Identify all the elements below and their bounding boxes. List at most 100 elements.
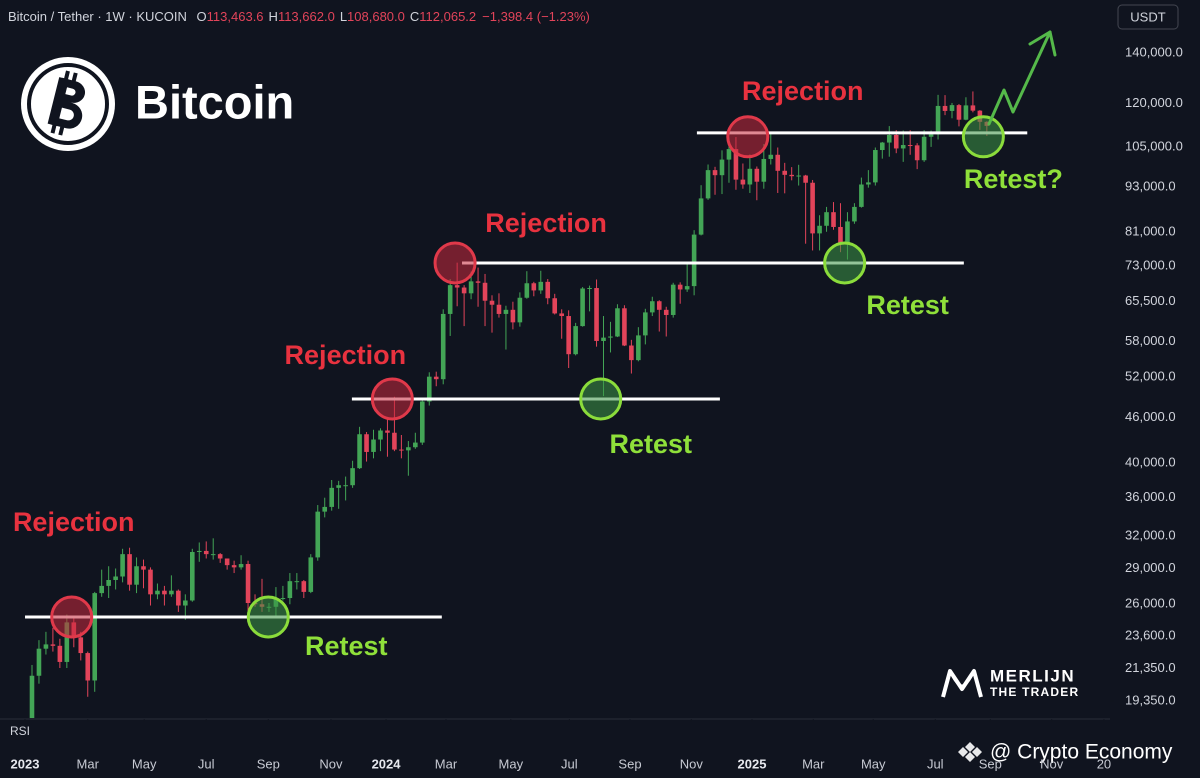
ohlc-key: C <box>410 9 419 24</box>
y-tick-label: 120,000.0 <box>1125 95 1183 110</box>
y-tick-label: 29,000.0 <box>1125 560 1176 575</box>
candle-body <box>357 434 362 469</box>
x-tick-label: Mar <box>435 756 458 771</box>
candle-body <box>141 566 146 570</box>
candle-body <box>385 430 390 433</box>
candle-body <box>538 281 544 291</box>
x-tick-label: 2025 <box>738 756 767 771</box>
candle-body <box>942 105 948 111</box>
candle-body <box>287 581 293 599</box>
y-tick-label: 58,000.0 <box>1125 333 1176 348</box>
x-tick-label: 2024 <box>372 756 402 771</box>
candle-body <box>343 485 348 487</box>
candle-body <box>810 182 815 234</box>
candle-body <box>189 551 195 601</box>
marker-label: Rejection <box>485 208 607 238</box>
candle-body <box>482 282 488 301</box>
candle-body <box>36 648 42 676</box>
ohlc-value: 108,680.0 <box>347 9 405 24</box>
y-tick-label: 93,000.0 <box>1125 178 1176 193</box>
candle-body <box>496 304 502 314</box>
candle-body <box>454 285 460 288</box>
candle-body <box>782 170 788 175</box>
ohlc-key: L <box>340 9 347 24</box>
change: −1,398.4 (−1.23%) <box>482 9 590 24</box>
candle-body <box>92 593 98 681</box>
candle-body <box>336 485 341 488</box>
y-tick-label: 140,000.0 <box>1125 44 1183 59</box>
symbol: Bitcoin / Tether · 1W · KUCOIN <box>8 9 187 24</box>
candle-body <box>127 554 132 585</box>
candle-body <box>524 283 530 298</box>
x-tick-label: Sep <box>257 756 280 771</box>
bitcoin-logo <box>21 57 115 151</box>
y-tick-label: 23,600.0 <box>1125 627 1176 642</box>
ohlc-key: H <box>269 9 278 24</box>
x-tick-label: Nov <box>1040 756 1064 771</box>
marker-label: Retest <box>609 429 692 459</box>
brand-logo <box>941 669 983 698</box>
candle-body <box>928 134 934 137</box>
candle-body <box>566 316 571 355</box>
candle-body <box>29 675 35 718</box>
candle-body <box>371 439 376 452</box>
marker-circle <box>246 595 290 639</box>
candle-body <box>78 637 84 654</box>
candle-body <box>162 590 167 595</box>
candle-body <box>399 449 404 451</box>
candle-body <box>113 576 118 580</box>
candle-body <box>740 179 746 185</box>
candle-body <box>545 281 551 299</box>
candle-body <box>231 565 237 568</box>
y-tick-label: 19,350.0 <box>1125 692 1176 707</box>
candle-body <box>698 198 704 235</box>
x-tick-label: Jul <box>561 756 578 771</box>
currency-box[interactable] <box>1117 4 1179 30</box>
marker-circle <box>961 115 1005 159</box>
y-tick-label: 52,000.0 <box>1125 369 1176 384</box>
candle-body <box>43 644 49 649</box>
candle-body <box>796 175 801 177</box>
candle-body <box>879 142 885 151</box>
candle-body <box>468 281 474 294</box>
marker-label: Rejection <box>742 76 864 106</box>
candle-body <box>831 212 836 227</box>
y-tick-label: 65,500.0 <box>1125 293 1176 308</box>
candle-body <box>656 301 662 310</box>
candle-body <box>852 206 857 222</box>
candle-body <box>684 286 690 290</box>
candle-body <box>378 430 383 440</box>
candle-body <box>294 581 300 583</box>
candle-body <box>866 182 871 185</box>
y-tick-label: 26,000.0 <box>1125 596 1176 611</box>
marker-circle <box>433 241 477 285</box>
logo-text: Bitcoin <box>135 75 294 128</box>
candle-body <box>238 564 244 568</box>
candle-body <box>99 585 104 594</box>
candle-body <box>329 487 334 507</box>
marker-circle <box>579 377 623 421</box>
candle-body <box>64 622 70 662</box>
marker-label: Rejection <box>13 507 135 537</box>
candle-body <box>419 401 425 443</box>
candle-body <box>447 285 453 314</box>
candle-body <box>636 335 641 361</box>
currency[interactable]: USDT <box>1130 9 1165 24</box>
candle-body <box>245 564 251 603</box>
candle-body <box>196 550 202 552</box>
candle-body <box>754 168 760 182</box>
candle-body <box>963 105 969 120</box>
candle-body <box>859 184 864 207</box>
y-tick-label: 81,000.0 <box>1125 224 1176 239</box>
candle-body <box>970 105 976 111</box>
candle-body <box>559 313 564 317</box>
candle-body <box>183 600 188 606</box>
candle-body <box>203 550 209 555</box>
candle-body <box>580 288 585 327</box>
marker-label: Retest <box>305 631 388 661</box>
x-tick-label: Jul <box>198 756 215 771</box>
candle-body <box>949 105 955 111</box>
candle-body <box>670 284 676 315</box>
x-tick-label: Mar <box>802 756 825 771</box>
